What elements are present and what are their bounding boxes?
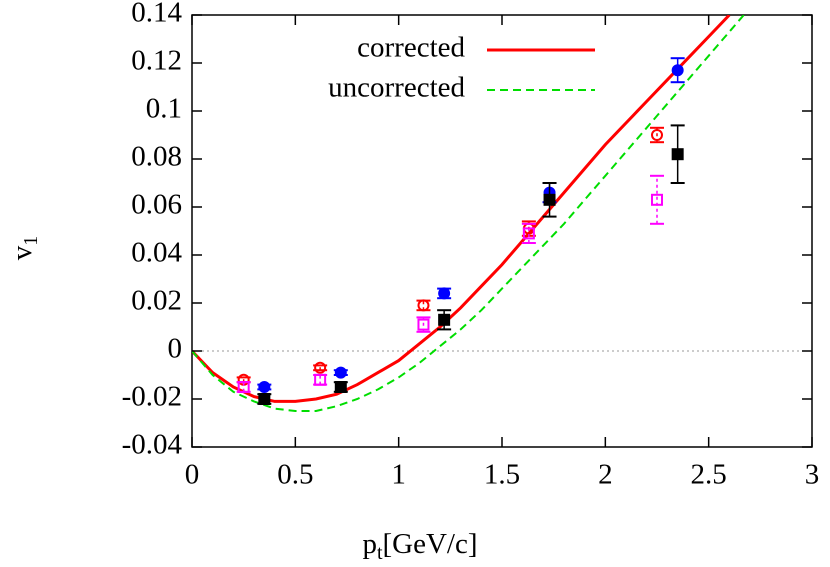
y-tick-label: 0.06 xyxy=(131,189,182,221)
y-tick-label: 0.12 xyxy=(131,45,182,77)
point xyxy=(417,299,430,312)
x-axis-label: pt[GeV/c] xyxy=(362,528,477,564)
x-tick-label: 3 xyxy=(805,459,820,491)
y-tick-label: 0.08 xyxy=(131,141,182,173)
x-label-sub: t xyxy=(377,542,383,564)
x-tick-label: 1.5 xyxy=(484,459,520,491)
point xyxy=(438,313,451,326)
legend-label: uncorrected xyxy=(328,72,465,104)
y-tick-label: 0 xyxy=(168,333,183,365)
point xyxy=(543,193,556,206)
x-tick-label: 2 xyxy=(598,459,613,491)
x-tick-label: 2.5 xyxy=(691,459,727,491)
y-tick-label: 0.1 xyxy=(146,93,182,125)
error-bar xyxy=(650,174,664,225)
point xyxy=(314,361,327,374)
point xyxy=(671,148,684,161)
plot-frame xyxy=(191,14,813,448)
curve xyxy=(192,15,731,403)
point xyxy=(314,373,327,386)
point xyxy=(522,227,535,240)
legend-label: corrected xyxy=(357,32,465,64)
y-label-sub: 1 xyxy=(20,236,42,246)
x-label-main: p xyxy=(362,528,377,560)
y-tick-label: 0.14 xyxy=(131,0,182,29)
point xyxy=(258,393,271,405)
error-bar xyxy=(521,222,536,244)
curve xyxy=(192,15,746,412)
y-tick-label: -0.02 xyxy=(122,381,182,413)
point xyxy=(651,193,663,206)
y-label-main: v xyxy=(6,245,38,260)
y-tick-label: -0.04 xyxy=(122,429,183,461)
point xyxy=(237,381,250,393)
y-axis-label: v1 xyxy=(6,236,42,261)
point xyxy=(334,366,347,379)
x-tick-label: 0.5 xyxy=(277,459,313,491)
plot-area xyxy=(192,15,812,412)
point xyxy=(417,318,430,331)
y-tick-label: 0.02 xyxy=(131,285,182,317)
y-tick-label: 0.04 xyxy=(131,237,182,269)
point xyxy=(258,381,271,393)
x-tick-label: 0 xyxy=(185,459,200,491)
point xyxy=(334,381,347,393)
x-label-rest: [GeV/c] xyxy=(383,528,478,560)
point xyxy=(671,64,684,77)
point xyxy=(438,287,451,300)
x-tick-label: 1 xyxy=(391,459,406,491)
point xyxy=(651,129,663,141)
